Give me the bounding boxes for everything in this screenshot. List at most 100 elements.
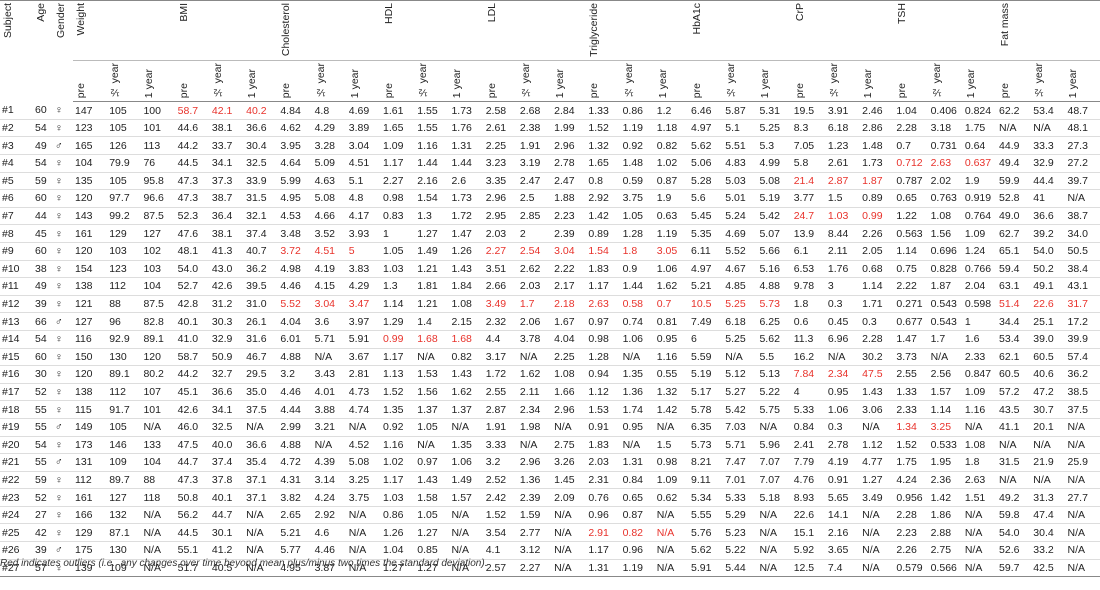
- cell: #14: [0, 330, 33, 349]
- cell: 1.88: [552, 189, 587, 208]
- sub-header: ½ year: [415, 59, 450, 103]
- cell: 47.3: [175, 172, 210, 191]
- cell: 27.3: [1065, 136, 1100, 155]
- cell: #22: [0, 471, 33, 490]
- sub-header-text: pre: [75, 83, 87, 99]
- cell: N/A: [757, 523, 792, 543]
- cell: 4.88: [757, 277, 792, 296]
- cell: 1.44: [620, 277, 655, 296]
- cell: 1.8: [962, 453, 998, 472]
- cell: 49.1: [1031, 277, 1066, 296]
- cell: N/A: [552, 506, 587, 525]
- cell: 3.95: [278, 136, 313, 155]
- cell: 1.05: [415, 506, 450, 525]
- cell: 3.12: [517, 541, 553, 560]
- cell: 7.84: [791, 365, 826, 384]
- sub-header: 1 year: [757, 59, 792, 103]
- cell: 2.61: [483, 119, 518, 138]
- cell: 4.88: [278, 348, 313, 367]
- cell: 54.0: [175, 260, 210, 279]
- cell: 104: [73, 154, 108, 173]
- cell: 88: [141, 471, 176, 490]
- cell: #15: [0, 348, 33, 367]
- cell: 89.1: [107, 365, 142, 384]
- cell: 37.1: [244, 471, 279, 490]
- cell: 0.598: [962, 295, 998, 314]
- cell: 5.91: [689, 559, 724, 578]
- cell: N/A: [346, 506, 382, 525]
- cell: 5.42: [723, 400, 758, 419]
- cell: ♂: [53, 136, 73, 155]
- cell: 5.73: [689, 436, 724, 455]
- cell: 1.26: [381, 523, 416, 543]
- cell: 2.26: [894, 541, 929, 560]
- cell: 57.2: [997, 383, 1032, 402]
- cell: 1.14: [381, 295, 416, 314]
- cell: 1.17: [586, 277, 621, 296]
- cell: 5.29: [723, 506, 758, 525]
- cell: #20: [0, 436, 33, 455]
- cell: 36.4: [209, 207, 245, 226]
- cell: 1.02: [381, 453, 416, 472]
- cell: 1.71: [860, 295, 895, 314]
- cell: 2.92: [586, 189, 621, 208]
- cell: 1.8: [791, 295, 826, 314]
- cell: 5.87: [723, 101, 758, 120]
- cell: 2.06: [517, 312, 553, 331]
- cell: 54.0: [1031, 242, 1066, 261]
- cell: 4.29: [312, 119, 347, 138]
- cell: 5.52: [278, 295, 313, 314]
- cell: 2.99: [278, 418, 313, 437]
- cell: 2.31: [586, 471, 621, 490]
- cell: 4.46: [278, 383, 313, 402]
- cell: 5.25: [723, 330, 758, 349]
- cell: 5.73: [757, 295, 792, 314]
- cell: 1.49: [449, 471, 484, 490]
- cell: 26.1: [244, 312, 279, 331]
- cell: 138: [73, 383, 108, 402]
- cell: 4.31: [278, 471, 313, 490]
- cell: 146: [107, 436, 142, 455]
- cell: 49: [33, 277, 53, 296]
- cell: N/A: [962, 506, 998, 525]
- cell: 20.1: [1031, 418, 1066, 437]
- cell: 1.54: [586, 242, 621, 261]
- cell: 2.54: [517, 242, 553, 261]
- cell: 5.92: [791, 541, 826, 560]
- cell: 49.2: [997, 488, 1032, 507]
- cell: 2.33: [962, 348, 998, 367]
- cell: 1.17: [381, 471, 416, 490]
- cell: 6.46: [689, 101, 724, 120]
- cell: N/A: [997, 471, 1032, 490]
- cell: 44.6: [175, 119, 210, 138]
- cell: 54: [33, 119, 53, 138]
- cell: 2.25: [483, 136, 518, 155]
- cell: 2.63: [962, 471, 998, 490]
- sub-header: 1 year: [1065, 59, 1100, 103]
- cell: 50.9: [209, 348, 245, 367]
- cell: 1.31: [449, 136, 484, 155]
- cell: 4.19: [312, 260, 347, 279]
- cell: N/A: [997, 119, 1032, 138]
- cell: 56.2: [175, 506, 210, 525]
- cell: 0.81: [654, 312, 690, 331]
- cell: #3: [0, 136, 33, 155]
- cell: 1.23: [825, 136, 861, 155]
- cell: N/A: [517, 436, 553, 455]
- cell: 4.04: [278, 312, 313, 331]
- cell: 3.14: [312, 471, 347, 490]
- sub-header-text: 1 year: [451, 69, 464, 99]
- cell: 1.24: [962, 242, 998, 261]
- group-header: HbA1c: [689, 0, 792, 61]
- cell: 36.6: [1031, 207, 1066, 226]
- cell: 2.46: [860, 101, 895, 120]
- cell: N/A: [449, 506, 484, 525]
- cell: 96: [107, 312, 142, 331]
- cell: 3.06: [860, 400, 895, 419]
- cell: 2.85: [517, 207, 553, 226]
- cell: 5.78: [689, 400, 724, 419]
- cell: 5.8: [791, 154, 826, 173]
- cell: 1.32: [586, 136, 621, 155]
- cell: 1.57: [928, 383, 963, 402]
- cell: 5.28: [689, 172, 724, 191]
